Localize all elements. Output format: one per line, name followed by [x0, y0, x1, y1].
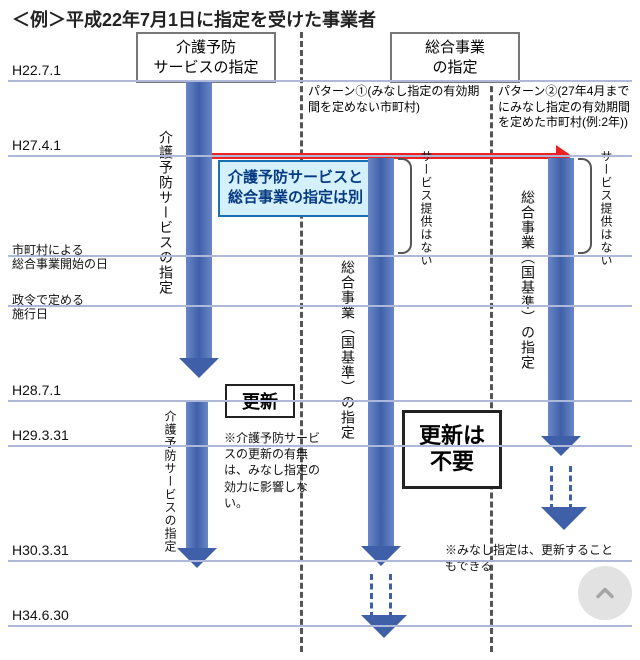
col1-arrow-top — [186, 80, 212, 360]
no-update-box: 更新は 不要 — [402, 410, 502, 489]
col1-sublabel: 介護予防サービスの指定 — [162, 410, 179, 553]
col1-arrow-bottom — [186, 400, 208, 550]
timeline-line — [8, 445, 632, 447]
col2-label: 総合事業︵国基準︶の指定 — [338, 260, 358, 440]
timeline-label: 政令で定める 施行日 — [12, 293, 84, 322]
diagram-title: ＜例＞平成22年7月1日に指定を受けた事業者 — [12, 6, 376, 32]
timeline-label: H30.3.31 — [12, 542, 69, 558]
diagram-canvas: ＜例＞平成22年7月1日に指定を受けた事業者 介護予防 サービスの指定 総合事業… — [0, 0, 640, 660]
col3-label: 総合事業︵国基準︶の指定 — [518, 190, 538, 370]
timeline-label: H29.3.31 — [12, 427, 69, 443]
col3-brace — [578, 158, 592, 254]
callout-box: 介護予防サービスと総合事業の指定は別 — [218, 160, 373, 217]
col2-brace — [398, 158, 412, 254]
header-left: 介護予防 サービスの指定 — [136, 32, 276, 83]
timeline-label: 市町村による 総合事業開始の日 — [12, 243, 108, 272]
timeline-line — [8, 305, 632, 307]
col2-arrow — [368, 158, 394, 548]
timeline-line — [8, 80, 632, 82]
pattern-1: パターン①(みなし指定の有効期間を定めない市町村) — [308, 84, 486, 115]
divider-1 — [300, 32, 303, 652]
timeline-line — [8, 400, 632, 402]
timeline-line — [8, 625, 632, 627]
timeline-label: H22.7.1 — [12, 62, 61, 78]
col2-dashed — [370, 574, 392, 618]
timeline-line — [8, 560, 632, 562]
timeline-line — [8, 155, 632, 157]
col3-dashed — [550, 466, 572, 510]
timeline-label: H28.7.1 — [12, 382, 61, 398]
chevron-up-icon — [591, 579, 619, 607]
back-to-top-button[interactable] — [578, 566, 632, 620]
timeline-label: H34.6.30 — [12, 607, 69, 623]
col2-side: サービス提供はない — [418, 150, 435, 267]
col3-side: サービス提供はない — [598, 150, 615, 267]
header-right: 総合事業 の指定 — [390, 32, 520, 83]
note-1: ※介護予防サービスの更新の有無は、みなし指定の効力に影響しない。 — [224, 430, 324, 511]
timeline-label: H27.4.1 — [12, 137, 61, 153]
col3-arrow — [548, 158, 574, 438]
pattern-2: パターン②(27年4月までにみなし指定の有効期間を定めた市町村(例:2年)) — [498, 84, 636, 131]
